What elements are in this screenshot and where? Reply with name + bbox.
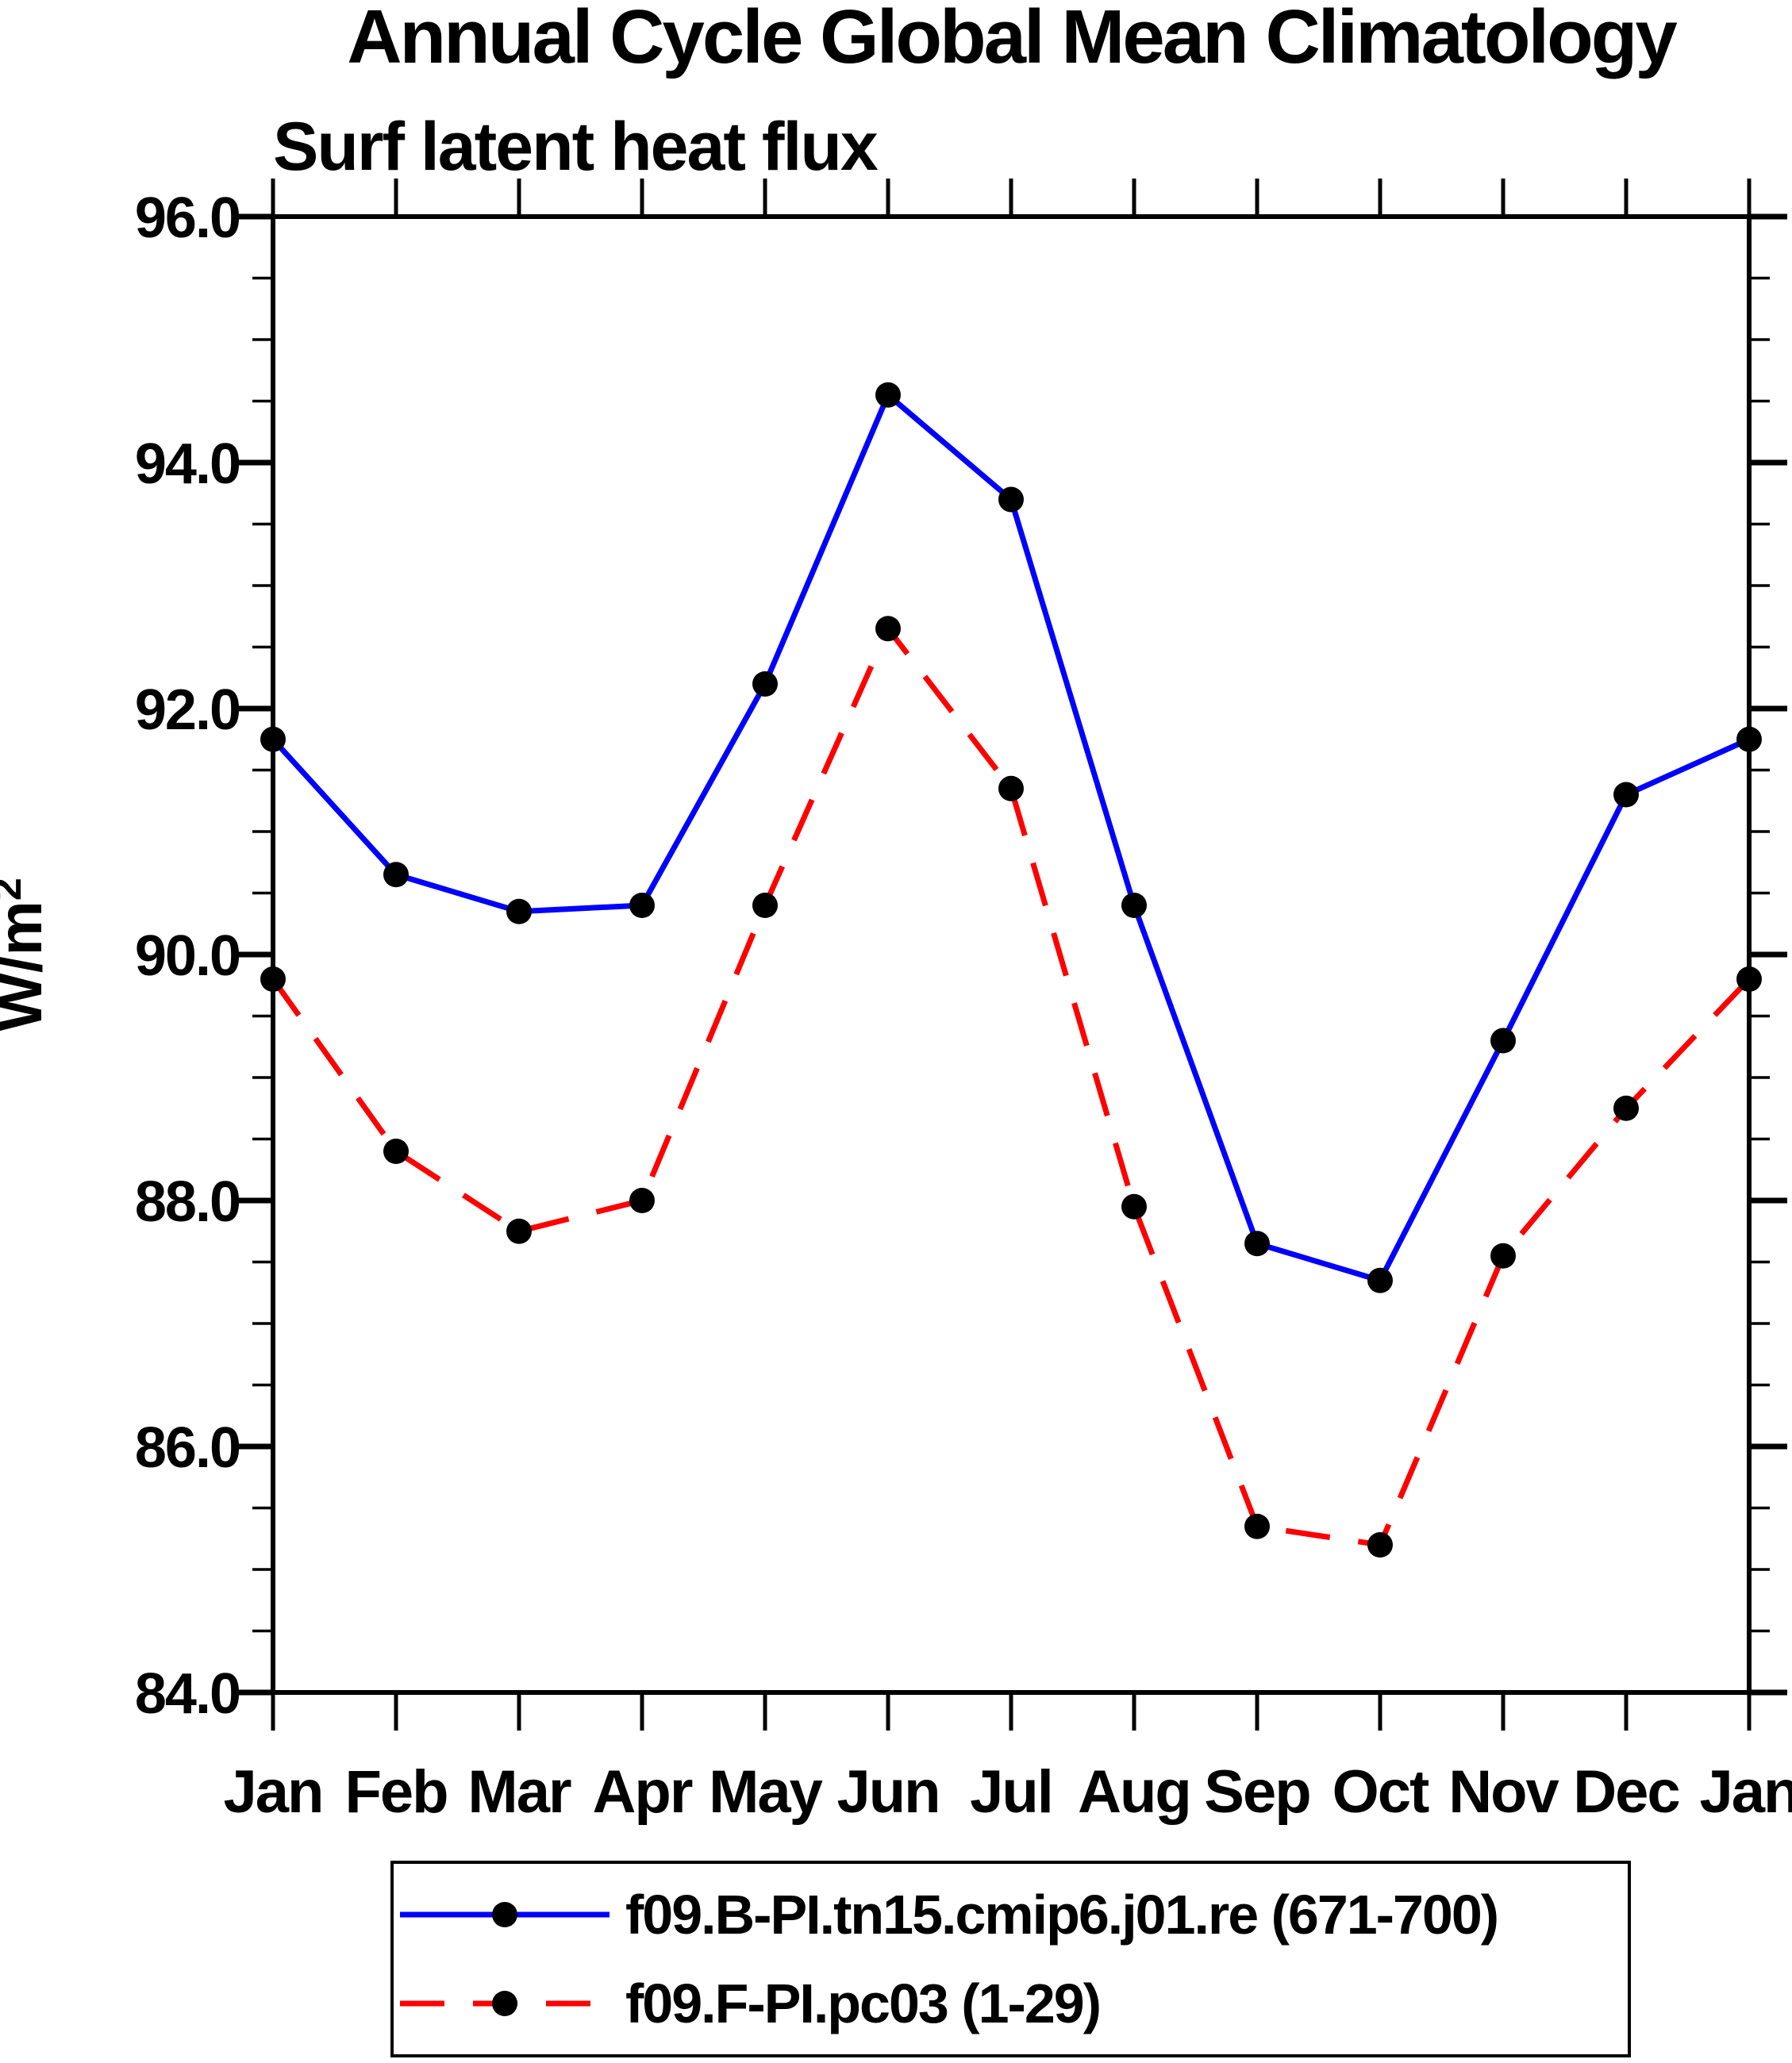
data-point-s2-nov-10: [1490, 1243, 1516, 1269]
data-point-s1-aug-7: [1121, 893, 1147, 918]
legend-dashed-line-icon: [400, 1991, 610, 2016]
data-point-s2-sep-8: [1244, 1513, 1270, 1539]
legend-box: [390, 1861, 1631, 2057]
y-tick-label: 94.0: [135, 432, 240, 496]
legend-entry-series-2: f09.F-PI.pc03 (1-29): [397, 1973, 1102, 2034]
data-point-s1-mar-2: [506, 898, 532, 924]
data-point-s2-dec-11: [1613, 1095, 1639, 1121]
x-tick-label: Mar: [467, 1758, 571, 1826]
legend-label-series-2: f09.F-PI.pc03 (1-29): [625, 1973, 1102, 2034]
x-tick-label: Nov: [1448, 1758, 1559, 1826]
data-point-s1-apr-3: [629, 893, 655, 918]
x-tick-label: May: [709, 1758, 823, 1826]
data-point-s1-sep-8: [1244, 1231, 1270, 1257]
data-point-s1-may-4: [752, 671, 778, 697]
data-point-s1-jan-0: [260, 726, 286, 752]
plot-box: [271, 214, 1752, 1695]
data-point-s2-mar-2: [506, 1218, 532, 1244]
legend-entry-series-1: f09.B-PI.tn15.cmip6.j01.re (671-700): [397, 1884, 1499, 1946]
data-point-s1-feb-1: [383, 862, 409, 888]
x-tick-label: Apr: [593, 1758, 693, 1826]
x-tick-label: Feb: [344, 1758, 447, 1826]
y-tick-label: 92.0: [135, 678, 240, 742]
data-point-s1-jun-5: [875, 382, 901, 408]
data-point-s1-nov-10: [1490, 1028, 1516, 1054]
y-tick-label: 88.0: [135, 1170, 240, 1234]
legend-solid-line-icon: [400, 1902, 610, 1927]
data-point-s2-oct-9: [1367, 1532, 1393, 1558]
data-point-s2-jan-0: [260, 966, 286, 992]
data-point-s2-may-4: [752, 893, 778, 918]
series-line-1: [271, 390, 1751, 1284]
data-point-s2-jan-12: [1736, 966, 1762, 992]
data-point-s2-jul-6: [998, 775, 1024, 801]
series-line-2: [271, 623, 1752, 1548]
data-point-s1-jul-6: [998, 486, 1024, 513]
data-point-s1-dec-11: [1613, 782, 1639, 808]
y-tick-label: 86.0: [135, 1416, 240, 1480]
x-tick-label: Jun: [836, 1758, 939, 1826]
y-axis-title: W/m2: [0, 878, 55, 1032]
data-point-s2-aug-7: [1121, 1193, 1147, 1220]
x-tick-label: Sep: [1204, 1758, 1309, 1826]
data-point-s2-apr-3: [629, 1188, 655, 1213]
x-tick-label: Aug: [1078, 1758, 1190, 1826]
y-tick-label: 90.0: [135, 924, 240, 988]
legend-label-series-1: f09.B-PI.tn15.cmip6.j01.re (671-700): [625, 1884, 1499, 1946]
chart-subtitle: Surf latent heat flux: [273, 109, 879, 185]
x-tick-label: Jul: [970, 1758, 1052, 1826]
data-point-s1-jan-12: [1736, 726, 1762, 752]
y-tick-label: 84.0: [135, 1662, 240, 1726]
x-tick-label: Dec: [1573, 1758, 1679, 1826]
y-tick-label: 96.0: [135, 186, 240, 250]
data-point-s1-oct-9: [1367, 1267, 1393, 1293]
x-tick-label: Oct: [1332, 1758, 1429, 1826]
x-tick-label: Jan: [1700, 1758, 1792, 1826]
data-point-s2-jun-5: [875, 616, 901, 642]
chart-title: Annual Cycle Global Mean Climatology: [347, 0, 1678, 79]
x-tick-label: Jan: [224, 1758, 323, 1826]
data-point-s2-feb-1: [383, 1139, 409, 1164]
